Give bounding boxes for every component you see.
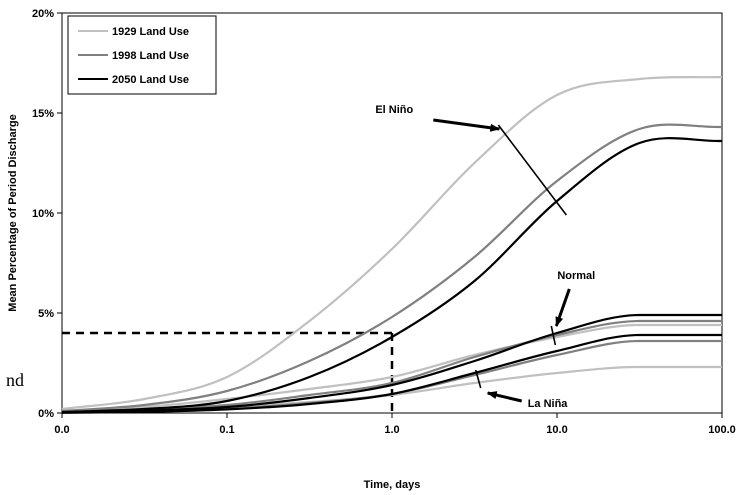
y-axis-title: Mean Percentage of Period Discharge xyxy=(7,114,19,311)
series-lines xyxy=(61,75,723,414)
series-el-nino-1929-land-use xyxy=(61,75,723,411)
legend-label-1929: 1929 Land Use xyxy=(112,26,189,38)
x-tick-label: 0.0 xyxy=(54,424,69,436)
y-tick-label: 10% xyxy=(32,208,54,220)
annotation-la-nina-bracket xyxy=(474,369,482,389)
y-tick-label: 20% xyxy=(32,8,54,20)
annotation-la-nina-label: La Niña xyxy=(528,398,569,410)
legend: 1929 Land Use 1998 Land Use 2050 Land Us… xyxy=(67,15,217,95)
annotations: El Niño Normal La Niña xyxy=(375,104,595,410)
y-tick-label: 0% xyxy=(38,408,54,420)
annotation-el-nino-arrow xyxy=(433,118,501,132)
x-axis-ticks: 0.0 0.1 1.0 10.0 100.0 xyxy=(54,413,736,436)
x-tick-label: 1.0 xyxy=(384,424,399,436)
series-el-nino-2050-land-use xyxy=(61,137,723,414)
annotation-la-nina-arrow xyxy=(486,391,523,403)
y-tick-label: 5% xyxy=(38,308,54,320)
x-axis-title: Time, days xyxy=(364,479,421,491)
x-tick-label: 100.0 xyxy=(708,424,736,436)
legend-label-1998: 1998 Land Use xyxy=(112,50,189,62)
y-tick-label: 15% xyxy=(32,108,54,120)
x-tick-label: 0.1 xyxy=(219,424,234,436)
series-normal-2050-land-use xyxy=(61,313,722,414)
annotation-el-nino-bracket xyxy=(497,124,567,216)
series-el-nino-1998-land-use xyxy=(61,123,723,413)
series-normal-1929-land-use xyxy=(61,323,722,413)
x-tick-label: 10.0 xyxy=(546,424,567,436)
legend-label-2050: 2050 Land Use xyxy=(112,74,189,86)
annotation-el-nino-label: El Niño xyxy=(375,104,413,116)
stray-text: nd xyxy=(6,370,24,390)
annotation-normal-label: Normal xyxy=(557,270,595,282)
series-la-nina-2050-land-use xyxy=(61,333,722,414)
annotation-normal-arrow xyxy=(554,288,571,327)
y-axis-ticks: 0% 5% 10% 15% 20% xyxy=(32,8,62,420)
annotation-normal-bracket xyxy=(550,325,557,346)
